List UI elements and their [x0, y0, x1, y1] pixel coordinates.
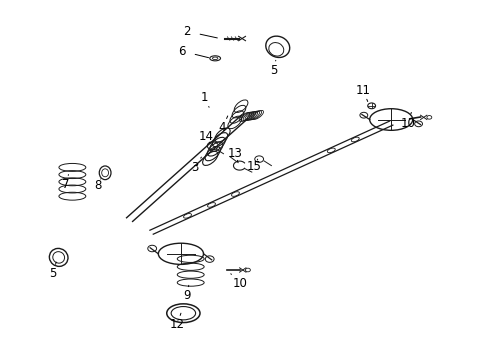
Text: 2: 2	[183, 25, 217, 38]
Text: 13: 13	[227, 147, 242, 163]
Text: 1: 1	[200, 91, 209, 107]
Text: 10: 10	[230, 274, 247, 290]
Text: 14: 14	[199, 130, 213, 143]
Text: 6: 6	[178, 45, 208, 58]
Text: 9: 9	[183, 285, 190, 302]
Text: 11: 11	[355, 84, 369, 102]
Text: 10: 10	[400, 112, 414, 130]
Text: 5: 5	[49, 262, 57, 280]
Text: 8: 8	[94, 179, 102, 192]
Text: 7: 7	[62, 175, 70, 191]
Text: 4: 4	[218, 116, 227, 134]
Text: 12: 12	[169, 313, 184, 331]
Text: 15: 15	[246, 159, 261, 173]
Text: 3: 3	[190, 157, 201, 174]
Text: 5: 5	[269, 60, 277, 77]
